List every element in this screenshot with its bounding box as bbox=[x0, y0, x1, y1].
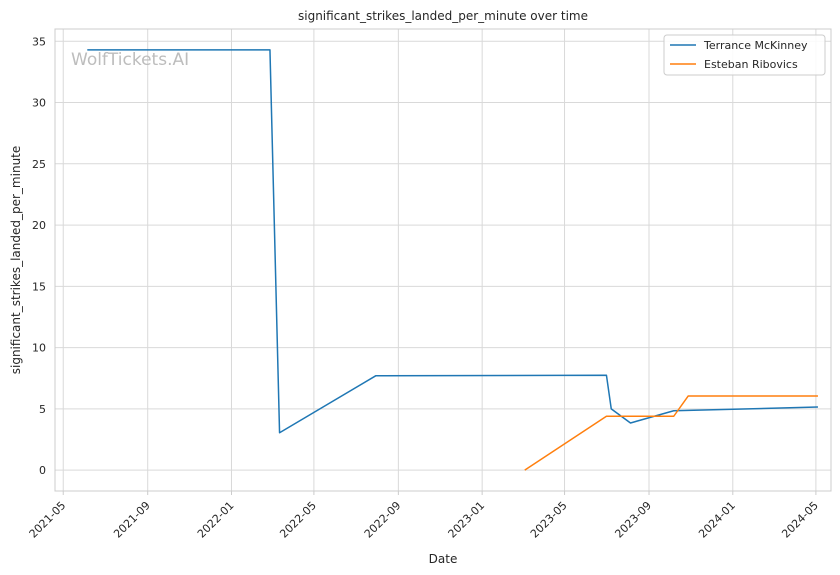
x-gridlines bbox=[62, 29, 817, 491]
series-line-terrance-mckinney bbox=[87, 49, 818, 434]
y-gridlines bbox=[55, 40, 831, 471]
x-tick-label: 2021-05 bbox=[27, 499, 69, 541]
plot-frame bbox=[54, 28, 832, 492]
y-tick-label: 15 bbox=[32, 280, 46, 293]
x-tick-label: 2022-09 bbox=[362, 499, 404, 541]
x-tick-label: 2024-01 bbox=[696, 499, 738, 541]
x-tick-label: 2022-05 bbox=[277, 499, 319, 541]
legend-label-terrance-mckinney: Terrance McKinney bbox=[703, 39, 808, 52]
watermark-text: WolfTickets.AI bbox=[71, 50, 189, 70]
x-axis-title: Date bbox=[429, 552, 458, 566]
series-lines bbox=[87, 49, 818, 471]
series-line-esteban-ribovics bbox=[524, 395, 818, 471]
legend-box bbox=[663, 34, 826, 76]
legend: Terrance McKinney Esteban Ribovics bbox=[663, 34, 826, 76]
y-tick-label: 35 bbox=[32, 35, 46, 48]
y-tick-label: 5 bbox=[39, 403, 46, 416]
x-tick-label: 2023-01 bbox=[446, 499, 488, 541]
y-axis-ticks: 0 5 10 15 20 25 30 35 bbox=[32, 35, 46, 477]
x-tick-label: 2024-05 bbox=[779, 499, 821, 541]
y-axis-title: significant_strikes_landed_per_minute bbox=[9, 146, 23, 375]
y-tick-label: 30 bbox=[32, 97, 46, 110]
x-tick-label: 2023-05 bbox=[528, 499, 570, 541]
x-tick-label: 2023-09 bbox=[612, 499, 654, 541]
y-tick-label: 0 bbox=[39, 464, 46, 477]
x-axis-ticks: 2021-05 2021-09 2022-01 2022-05 2022-09 2023-… bbox=[27, 491, 821, 541]
legend-label-esteban-ribovics: Esteban Ribovics bbox=[704, 58, 798, 71]
y-tick-label: 20 bbox=[32, 219, 46, 232]
x-tick-label: 2022-01 bbox=[195, 499, 237, 541]
y-tick-label: 25 bbox=[32, 158, 46, 171]
x-tick-label: 2021-09 bbox=[111, 499, 153, 541]
chart-title: significant_strikes_landed_per_minute ov… bbox=[298, 9, 588, 23]
y-tick-label: 10 bbox=[32, 342, 46, 355]
plot-area bbox=[55, 29, 831, 491]
